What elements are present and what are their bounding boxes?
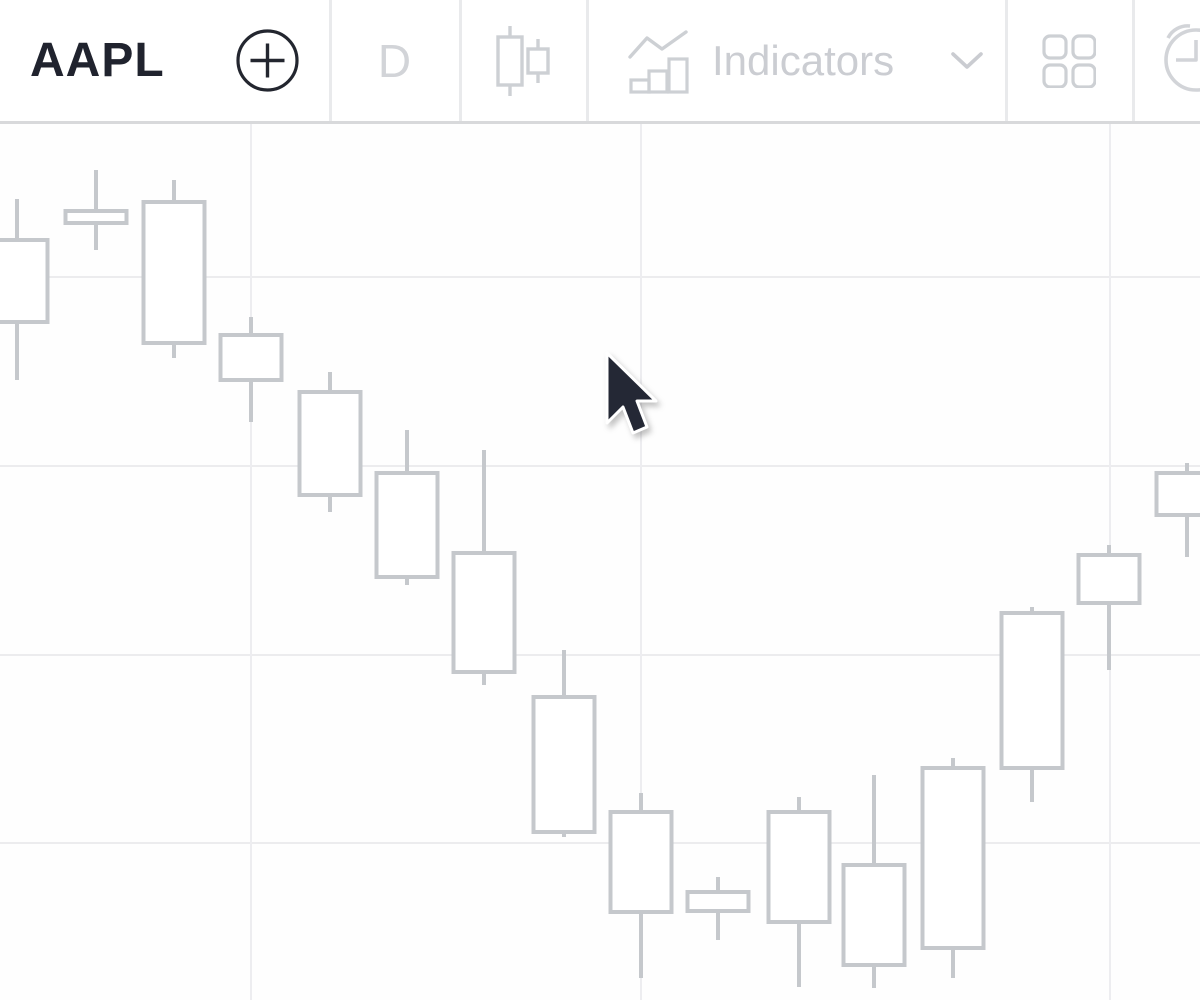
layout-grid-button[interactable]	[1005, 0, 1132, 121]
candle-body	[999, 611, 1065, 770]
chart-type-button[interactable]	[459, 0, 586, 121]
candle-body	[297, 390, 363, 497]
indicators-button[interactable]: Indicators	[586, 0, 1005, 121]
plus-circle-icon	[236, 29, 299, 92]
toolbar-divider	[1005, 0, 1008, 121]
symbol-button[interactable]: AAPL	[30, 34, 165, 87]
candle-body	[63, 209, 129, 225]
candle-body	[1076, 553, 1142, 605]
compare-add-symbol-button[interactable]	[235, 28, 300, 93]
indicators-label: Indicators	[712, 36, 895, 84]
toolbar-divider	[329, 0, 332, 121]
toolbar-divider	[1132, 0, 1135, 121]
candlestick-icon	[495, 25, 550, 96]
candle-body	[608, 810, 674, 914]
candle-body	[451, 551, 517, 674]
candle-body	[920, 766, 986, 950]
candle-body	[1154, 471, 1200, 517]
indicators-chart-icon	[628, 29, 689, 94]
candle-body	[0, 238, 50, 324]
candle-body	[218, 333, 284, 382]
candle-body	[141, 200, 207, 345]
candle-body	[841, 863, 907, 967]
alert-button[interactable]	[1132, 0, 1200, 121]
candle-body	[374, 471, 440, 579]
candle-body	[685, 890, 751, 913]
chevron-down-icon	[951, 51, 983, 69]
chart-toolbar: AAPL D Indicators	[0, 0, 1200, 124]
chart-canvas[interactable]	[0, 124, 1200, 1000]
timeframe-button[interactable]: D	[330, 0, 459, 121]
candle-body	[531, 695, 597, 834]
candle-body	[766, 810, 832, 924]
grid-2x2-icon	[1041, 33, 1096, 88]
alarm-clock-icon	[1164, 24, 1200, 92]
toolbar-divider	[459, 0, 462, 121]
toolbar-divider	[586, 0, 589, 121]
